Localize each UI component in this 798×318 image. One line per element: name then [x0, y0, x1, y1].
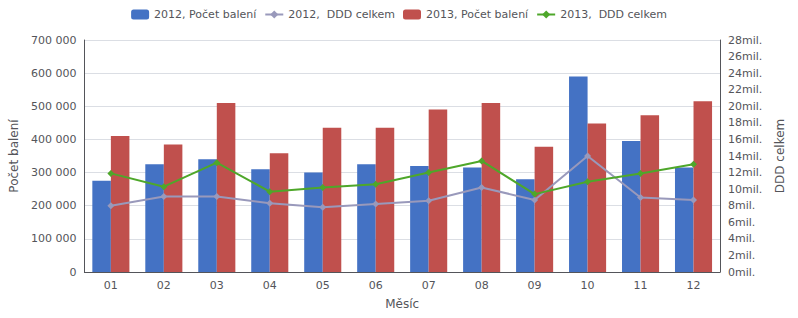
svg-text:04: 04	[263, 279, 277, 292]
svg-text:Počet balení: Počet balení	[7, 119, 21, 193]
svg-text:05: 05	[316, 279, 330, 292]
svg-text:0: 0	[69, 266, 76, 279]
svg-text:06: 06	[369, 279, 383, 292]
svg-text:22mil.: 22mil.	[728, 83, 762, 96]
svg-text:0mil.: 0mil.	[728, 266, 755, 279]
svg-text:12mil.: 12mil.	[728, 166, 762, 179]
svg-text:Měsíc: Měsíc	[385, 297, 419, 311]
svg-text:400 000: 400 000	[31, 133, 77, 146]
svg-text:10mil.: 10mil.	[728, 183, 762, 196]
svg-text:20mil.: 20mil.	[728, 100, 762, 113]
svg-text:2013, DDD celkem: 2013, DDD celkem	[560, 8, 667, 21]
svg-text:26mil.: 26mil.	[728, 50, 762, 63]
svg-text:700 000: 700 000	[31, 34, 77, 47]
svg-text:500 000: 500 000	[31, 100, 77, 113]
svg-text:28mil.: 28mil.	[728, 34, 762, 47]
svg-text:100 000: 100 000	[31, 232, 77, 245]
svg-text:2012, DDD celkem: 2012, DDD celkem	[288, 8, 395, 21]
svg-text:16mil.: 16mil.	[728, 133, 762, 146]
svg-text:2012, Počet balení: 2012, Počet balení	[154, 8, 257, 21]
svg-text:09: 09	[528, 279, 542, 292]
svg-text:11: 11	[634, 279, 648, 292]
svg-text:01: 01	[104, 279, 118, 292]
svg-text:600 000: 600 000	[31, 67, 77, 80]
svg-text:18mil.: 18mil.	[728, 116, 762, 129]
svg-text:4mil.: 4mil.	[728, 232, 755, 245]
svg-text:02: 02	[157, 279, 171, 292]
svg-text:300 000: 300 000	[31, 166, 77, 179]
svg-text:08: 08	[475, 279, 489, 292]
svg-text:12: 12	[687, 279, 701, 292]
svg-text:8mil.: 8mil.	[728, 199, 755, 212]
svg-text:03: 03	[210, 279, 224, 292]
svg-text:24mil.: 24mil.	[728, 67, 762, 80]
svg-text:07: 07	[422, 279, 436, 292]
svg-text:2mil.: 2mil.	[728, 249, 755, 262]
svg-text:14mil.: 14mil.	[728, 150, 762, 163]
svg-text:2013, Počet balení: 2013, Počet balení	[426, 8, 529, 21]
svg-text:10: 10	[581, 279, 595, 292]
svg-text:6mil.: 6mil.	[728, 216, 755, 229]
svg-text:200 000: 200 000	[31, 199, 77, 212]
svg-text:DDD celkem: DDD celkem	[773, 119, 787, 193]
